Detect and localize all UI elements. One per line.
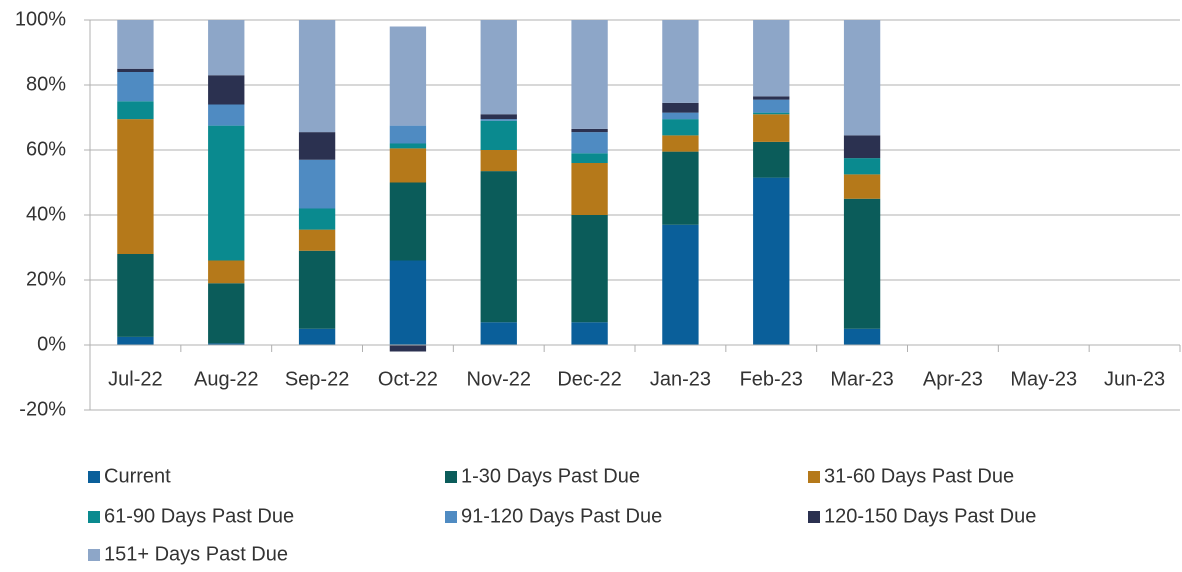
bar-segment [480,322,517,345]
bar-segment [389,345,427,352]
bar-segment [298,208,336,230]
bar-segment [753,99,790,113]
x-tick-label: Mar-23 [830,368,893,390]
bar-segment [571,215,608,323]
legend-swatch [808,511,820,523]
bar-segment [117,336,154,345]
bar-segment [117,68,154,72]
y-tick-label: 60% [26,138,66,160]
bar-segment [480,119,517,121]
bar-segment [662,119,699,136]
legend-label: 61-90 Days Past Due [104,505,294,527]
y-tick-label: 0% [37,333,66,355]
bar-segment [843,328,881,345]
bar-segment [662,135,699,152]
bar-segment [662,151,699,225]
bar-segment [389,260,427,345]
bar-segment [389,26,427,126]
bar-segment [753,112,790,115]
bar-segment [389,143,427,149]
bar-segment [843,174,881,199]
x-tick-label: Jan-23 [650,368,711,390]
bar-segment [753,20,790,97]
bar-segment [117,254,154,337]
bar-segment [389,182,427,261]
bar-segment [571,128,608,133]
bar-segment [571,132,608,154]
bar-segment [389,148,427,183]
bar-segment [298,328,336,345]
bar-segment [571,153,608,163]
x-tick-label: Sep-22 [285,368,350,390]
bar-segment [662,112,699,120]
bar-segment [298,132,336,160]
bar-segment [662,102,699,113]
x-tick-label: Oct-22 [378,368,438,390]
bar-segment [389,125,427,144]
bar-segment [298,20,336,133]
bar-segment [117,20,154,69]
x-tick-label: May-23 [1010,368,1077,390]
bar-segment [117,72,154,102]
x-tick-label: Feb-23 [740,368,803,390]
bar-segment [480,150,517,172]
bar-segment [753,96,790,100]
x-tick-label: Jun-23 [1104,368,1165,390]
legend-swatch [445,511,457,523]
legend-swatch [88,511,100,523]
bar-segment [480,171,517,323]
y-tick-label: 100% [15,8,66,30]
legend-label: 91-120 Days Past Due [461,505,662,527]
legend-label: 120-150 Days Past Due [824,505,1036,527]
bar-segment [843,198,881,329]
bar-segment [480,20,517,115]
legend-label: 31-60 Days Past Due [824,465,1014,487]
bar-segment [662,224,699,345]
bar-segment [208,343,245,345]
legend-label: Current [104,465,171,487]
bar-segment [117,119,154,254]
bar-segment [571,322,608,345]
bar-segment [480,114,517,120]
bar-segment [843,135,881,159]
bar-segment [208,125,245,261]
bar-segment [208,260,245,284]
bar-segment [662,20,699,103]
bar-segment [298,229,336,251]
bar-segment [208,283,245,344]
bar-segment [571,20,608,129]
legend-swatch [88,471,100,483]
x-tick-label: Apr-23 [923,368,983,390]
legend-swatch [88,549,100,561]
bar-segment [753,141,790,178]
legend-label: 1-30 Days Past Due [461,465,640,487]
x-tick-label: Aug-22 [194,368,259,390]
x-tick-label: Jul-22 [108,368,162,390]
bar-segment [480,120,517,150]
x-tick-label: Dec-22 [557,368,621,390]
y-tick-label: 40% [26,203,66,225]
bar-segment [843,158,881,175]
y-tick-label: 20% [26,268,66,290]
bar-segment [298,250,336,329]
y-tick-label: 80% [26,73,66,95]
bar-segment [298,159,336,209]
bar-segment [208,75,245,105]
bar-segment [208,104,245,126]
bar-segment [753,177,790,345]
x-tick-label: Nov-22 [467,368,531,390]
bar-segment [843,20,881,136]
bar-segment [753,114,790,142]
bar-segment [117,101,154,120]
bar-segment [208,20,245,76]
y-tick-label: -20% [19,398,66,420]
bar-segment [571,163,608,215]
legend-label: 151+ Days Past Due [104,543,288,565]
legend-swatch [445,471,457,483]
legend-swatch [808,471,820,483]
